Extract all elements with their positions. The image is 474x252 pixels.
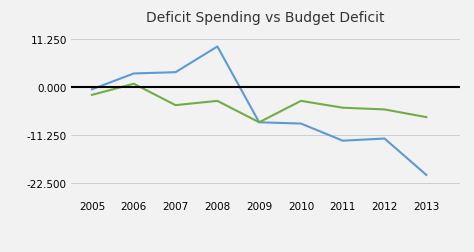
Budget Deficit: [256, 121, 262, 124]
deficit spending: [298, 122, 304, 125]
Budget Deficit: [340, 107, 346, 110]
deficit spending: [423, 174, 429, 177]
deficit spending: [340, 140, 346, 143]
Budget Deficit: [215, 100, 220, 103]
Line: deficit spending: deficit spending: [92, 47, 426, 175]
Legend: deficit spending, Budget Deficit: deficit spending, Budget Deficit: [143, 248, 388, 252]
deficit spending: [382, 138, 387, 141]
Title: Deficit Spending vs Budget Deficit: Deficit Spending vs Budget Deficit: [146, 11, 385, 25]
Budget Deficit: [423, 116, 429, 119]
deficit spending: [215, 46, 220, 49]
Line: Budget Deficit: Budget Deficit: [92, 84, 426, 123]
deficit spending: [89, 88, 95, 91]
deficit spending: [256, 121, 262, 124]
Budget Deficit: [382, 108, 387, 111]
Budget Deficit: [298, 100, 304, 103]
deficit spending: [131, 73, 137, 76]
Budget Deficit: [173, 104, 178, 107]
deficit spending: [173, 71, 178, 74]
Budget Deficit: [89, 94, 95, 97]
Budget Deficit: [131, 83, 137, 86]
